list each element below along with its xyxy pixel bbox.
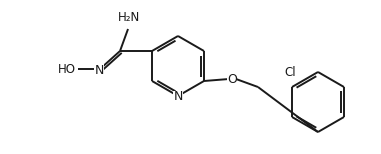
Text: N: N [173, 91, 182, 103]
Text: N: N [94, 63, 104, 77]
Text: O: O [227, 73, 237, 85]
Text: Cl: Cl [284, 66, 296, 79]
Text: H₂N: H₂N [118, 11, 140, 24]
Text: HO: HO [58, 63, 76, 75]
